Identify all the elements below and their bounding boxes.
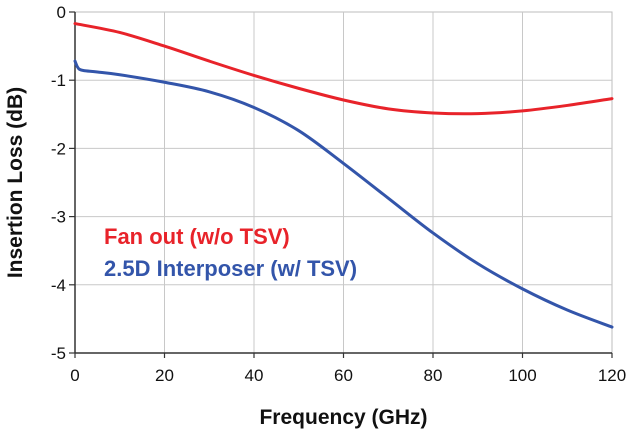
y-tick-label: -3 xyxy=(51,208,66,227)
y-tick-label: 0 xyxy=(57,3,66,22)
x-axis-title: Frequency (GHz) xyxy=(259,406,427,429)
x-tick-label: 60 xyxy=(334,366,353,385)
x-tick-label: 40 xyxy=(245,366,264,385)
legend-entry-interposer: 2.5D Interposer (w/ TSV) xyxy=(104,256,357,281)
y-tick-label: -2 xyxy=(51,139,66,158)
x-tick-label: 0 xyxy=(70,366,79,385)
x-tick-label: 80 xyxy=(424,366,443,385)
tick-labels: 0 20 40 60 80 100 120 0 -1 -2 -3 -4 -5 xyxy=(51,3,626,385)
series-line-interposer xyxy=(73,59,614,329)
y-axis-title: Insertion Loss (dB) xyxy=(4,87,27,278)
series-line-fan-out xyxy=(73,22,614,116)
x-tick-label: 100 xyxy=(508,366,536,385)
x-tick-label: 120 xyxy=(598,366,626,385)
grid xyxy=(74,11,613,354)
legend-entry-fan-out: Fan out (w/o TSV) xyxy=(104,224,290,249)
y-tick-label: -1 xyxy=(51,71,66,90)
x-tick-label: 20 xyxy=(155,366,174,385)
axes xyxy=(69,11,613,358)
series-lines xyxy=(73,22,614,329)
y-tick-label: -4 xyxy=(51,276,66,295)
y-tick-label: -5 xyxy=(51,344,66,363)
